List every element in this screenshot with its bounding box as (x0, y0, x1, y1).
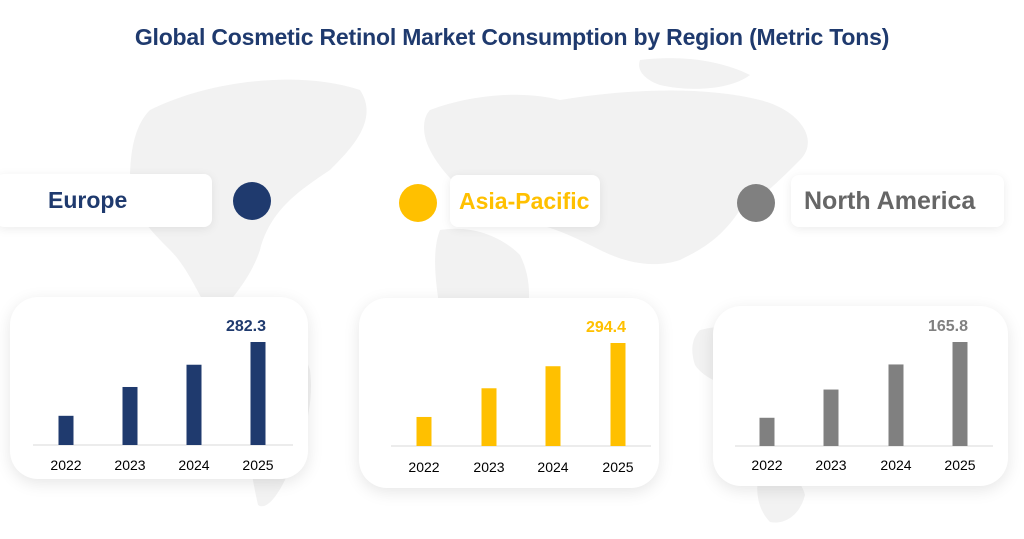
north-america-tick-2023: 2023 (815, 457, 846, 473)
asia-pacific-bar-2023 (481, 388, 497, 446)
asia-pacific-tick-2025: 2025 (602, 459, 633, 475)
north-america-tick-2022: 2022 (751, 457, 782, 473)
asia-pacific-value-label: 294.4 (586, 319, 626, 336)
europe-tick-2024: 2024 (178, 457, 209, 473)
europe-bar-2022 (58, 415, 74, 445)
europe-chart: 2022 2023 2024 2025 282.3 (33, 318, 293, 473)
europe-label: Europe (48, 187, 128, 213)
europe-dot (233, 182, 271, 220)
north-america-bar-2025 (952, 342, 968, 446)
europe-bar-2023 (122, 386, 138, 445)
europe-label-box: Europe (0, 174, 212, 227)
europe-bar-2025 (250, 342, 266, 445)
north-america-tick-2025: 2025 (944, 457, 975, 473)
chart-title: Global Cosmetic Retinol Market Consumpti… (134, 24, 890, 50)
asia-pacific-bar-2025 (610, 343, 626, 446)
north-america-dot (737, 184, 775, 222)
asia-pacific-chart-card: 2022 2023 2024 2025 294.4 (359, 298, 659, 488)
north-america-chart-card: 2022 2023 2024 2025 165.8 (713, 306, 1008, 486)
europe-bar-2024 (186, 364, 202, 445)
asia-pacific-label: Asia-Pacific (459, 187, 590, 214)
north-america-bar-2024 (888, 364, 904, 446)
north-america-label: North America (804, 186, 976, 215)
europe-chart-card: 2022 2023 2024 2025 282.3 (10, 297, 308, 479)
asia-pacific-dot (399, 184, 437, 222)
europe-tick-2023: 2023 (114, 457, 145, 473)
north-america-bar-2022 (759, 417, 775, 446)
europe-tick-2025: 2025 (242, 457, 273, 473)
asia-pacific-tick-2022: 2022 (408, 459, 439, 475)
europe-tick-2022: 2022 (50, 457, 81, 473)
north-america-label-box: North America (791, 175, 1004, 227)
asia-pacific-tick-2024: 2024 (537, 459, 568, 475)
north-america-tick-2024: 2024 (880, 457, 911, 473)
asia-pacific-bar-2022 (416, 416, 432, 446)
europe-value-label: 282.3 (226, 318, 266, 335)
asia-pacific-bar-2024 (545, 366, 561, 446)
north-america-bar-2023 (823, 389, 839, 446)
north-america-chart: 2022 2023 2024 2025 165.8 (735, 318, 993, 473)
north-america-value-label: 165.8 (928, 318, 968, 335)
asia-pacific-chart: 2022 2023 2024 2025 294.4 (391, 319, 651, 475)
asia-pacific-tick-2023: 2023 (473, 459, 504, 475)
asia-pacific-label-box: Asia-Pacific (450, 175, 600, 227)
